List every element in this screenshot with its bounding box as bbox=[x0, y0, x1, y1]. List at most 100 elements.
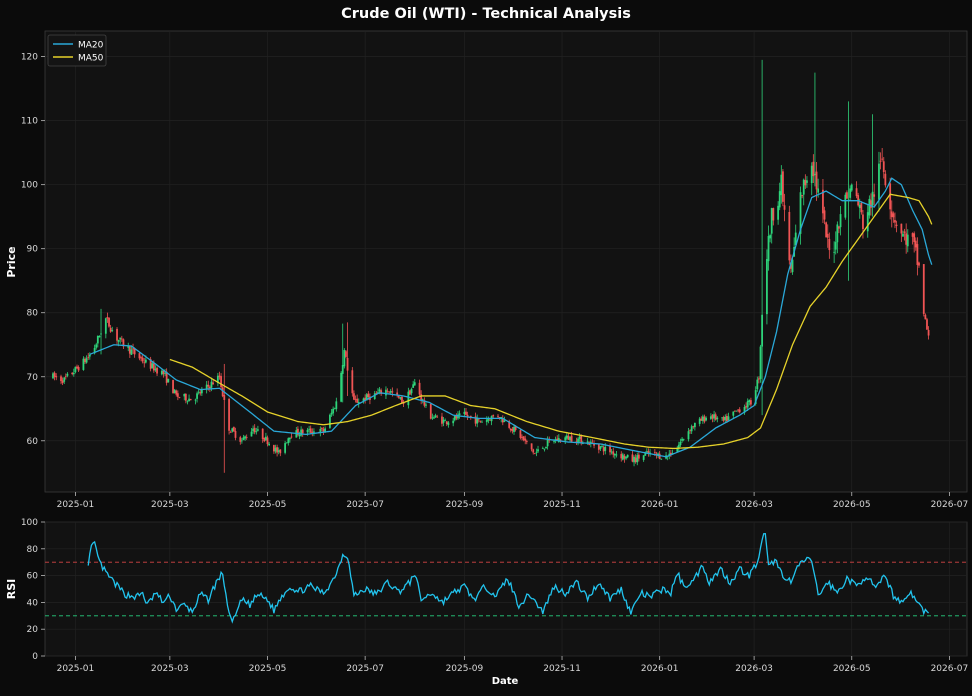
candle-body bbox=[489, 419, 491, 421]
legend-ma20-label: MA20 bbox=[78, 41, 104, 51]
candle-body bbox=[701, 416, 704, 421]
candle-body bbox=[343, 350, 346, 367]
candle-body bbox=[252, 428, 254, 432]
x-tick-label: 2026-03 bbox=[735, 500, 773, 510]
candle-body bbox=[634, 457, 637, 462]
candle-body bbox=[690, 426, 693, 432]
candle-body bbox=[264, 436, 267, 440]
y-tick-label: 80 bbox=[27, 545, 39, 555]
candle-body bbox=[705, 417, 707, 421]
candle-body bbox=[503, 420, 506, 422]
candle-body bbox=[373, 393, 376, 399]
candle-body bbox=[152, 363, 155, 371]
candle-body bbox=[559, 439, 562, 442]
candle-body bbox=[351, 370, 354, 394]
candle-body bbox=[256, 429, 259, 431]
y-tick-label: 60 bbox=[27, 572, 39, 582]
candle-body bbox=[418, 382, 421, 395]
candle-body bbox=[799, 192, 802, 234]
candle-body bbox=[791, 259, 794, 273]
candle-body bbox=[727, 416, 730, 421]
candle-body bbox=[687, 431, 690, 440]
candle-body bbox=[324, 428, 327, 432]
candle-body bbox=[106, 317, 109, 319]
candle-body bbox=[72, 372, 75, 375]
ma-line-ma50 bbox=[169, 193, 933, 450]
y-tick-label: 90 bbox=[27, 245, 39, 255]
x-tick-label: 2025-03 bbox=[151, 664, 189, 674]
candle-body bbox=[178, 397, 181, 398]
candle-body bbox=[802, 179, 805, 195]
candle-body bbox=[621, 454, 624, 460]
candle-body bbox=[761, 314, 764, 347]
candle-body bbox=[497, 415, 499, 417]
candle-body bbox=[903, 231, 906, 233]
candle-body bbox=[228, 398, 230, 431]
candle-body bbox=[737, 409, 740, 411]
candle-body bbox=[231, 428, 234, 432]
rsi-plot-area bbox=[44, 521, 968, 657]
candle-body bbox=[810, 165, 813, 184]
candle-body bbox=[154, 368, 157, 371]
candle-body bbox=[232, 427, 235, 432]
candle-body bbox=[906, 234, 909, 247]
candle-body bbox=[253, 427, 256, 433]
candle-body bbox=[77, 367, 80, 371]
candle-body bbox=[623, 455, 626, 459]
candle-body bbox=[85, 358, 88, 363]
candle-body bbox=[878, 163, 880, 200]
y-tick-label: 70 bbox=[27, 373, 39, 383]
candle-body bbox=[553, 441, 555, 443]
candle-body bbox=[175, 390, 178, 395]
candle-body bbox=[541, 448, 544, 449]
x-tick-label: 2025-03 bbox=[151, 500, 189, 510]
candle-body bbox=[530, 443, 533, 450]
candle-body bbox=[407, 391, 410, 406]
candle-body bbox=[713, 414, 715, 419]
candle-body bbox=[647, 451, 650, 454]
x-tick-label: 2026-01 bbox=[641, 664, 679, 674]
candle-body bbox=[420, 394, 423, 400]
candle-body bbox=[119, 337, 122, 340]
candle-body bbox=[743, 406, 746, 413]
candle-body bbox=[794, 232, 797, 246]
candle-body bbox=[766, 259, 768, 315]
candle-body bbox=[593, 443, 595, 446]
candle-body bbox=[927, 329, 930, 336]
candle-body bbox=[849, 188, 852, 198]
candle-body bbox=[377, 392, 379, 394]
y-tick-label: 120 bbox=[21, 53, 38, 63]
candle-body bbox=[220, 376, 222, 388]
candle-body bbox=[463, 411, 466, 415]
candle-body bbox=[240, 440, 243, 442]
candle-body bbox=[636, 455, 639, 463]
candle-body bbox=[212, 382, 214, 385]
candle-body bbox=[833, 251, 836, 253]
x-tick-label: 2026-05 bbox=[833, 500, 871, 510]
candle-body bbox=[577, 438, 579, 444]
candle-body bbox=[924, 314, 927, 320]
candle-body bbox=[711, 415, 714, 419]
candle-body bbox=[724, 416, 727, 420]
candle-body bbox=[261, 428, 264, 439]
x-tick-label: 2026-05 bbox=[833, 664, 871, 674]
candle-body bbox=[401, 396, 403, 404]
candle-body bbox=[138, 353, 141, 359]
candle-body bbox=[681, 438, 683, 441]
y-tick-label: 100 bbox=[21, 181, 38, 191]
candle-body bbox=[862, 214, 864, 230]
candle-body bbox=[777, 205, 780, 220]
candle-body bbox=[801, 195, 804, 196]
candle-body bbox=[210, 381, 213, 388]
price-y-ticks: 60 70 80 90 100 110 120 bbox=[21, 53, 45, 447]
candle-body bbox=[602, 447, 605, 452]
candle-body bbox=[492, 415, 495, 417]
candle-body bbox=[873, 194, 876, 197]
candle-body bbox=[916, 244, 919, 265]
candle-body bbox=[199, 392, 202, 394]
candle-body bbox=[714, 414, 717, 420]
candle-body bbox=[615, 454, 618, 456]
candle-body bbox=[834, 242, 837, 250]
candle-body bbox=[509, 428, 512, 431]
